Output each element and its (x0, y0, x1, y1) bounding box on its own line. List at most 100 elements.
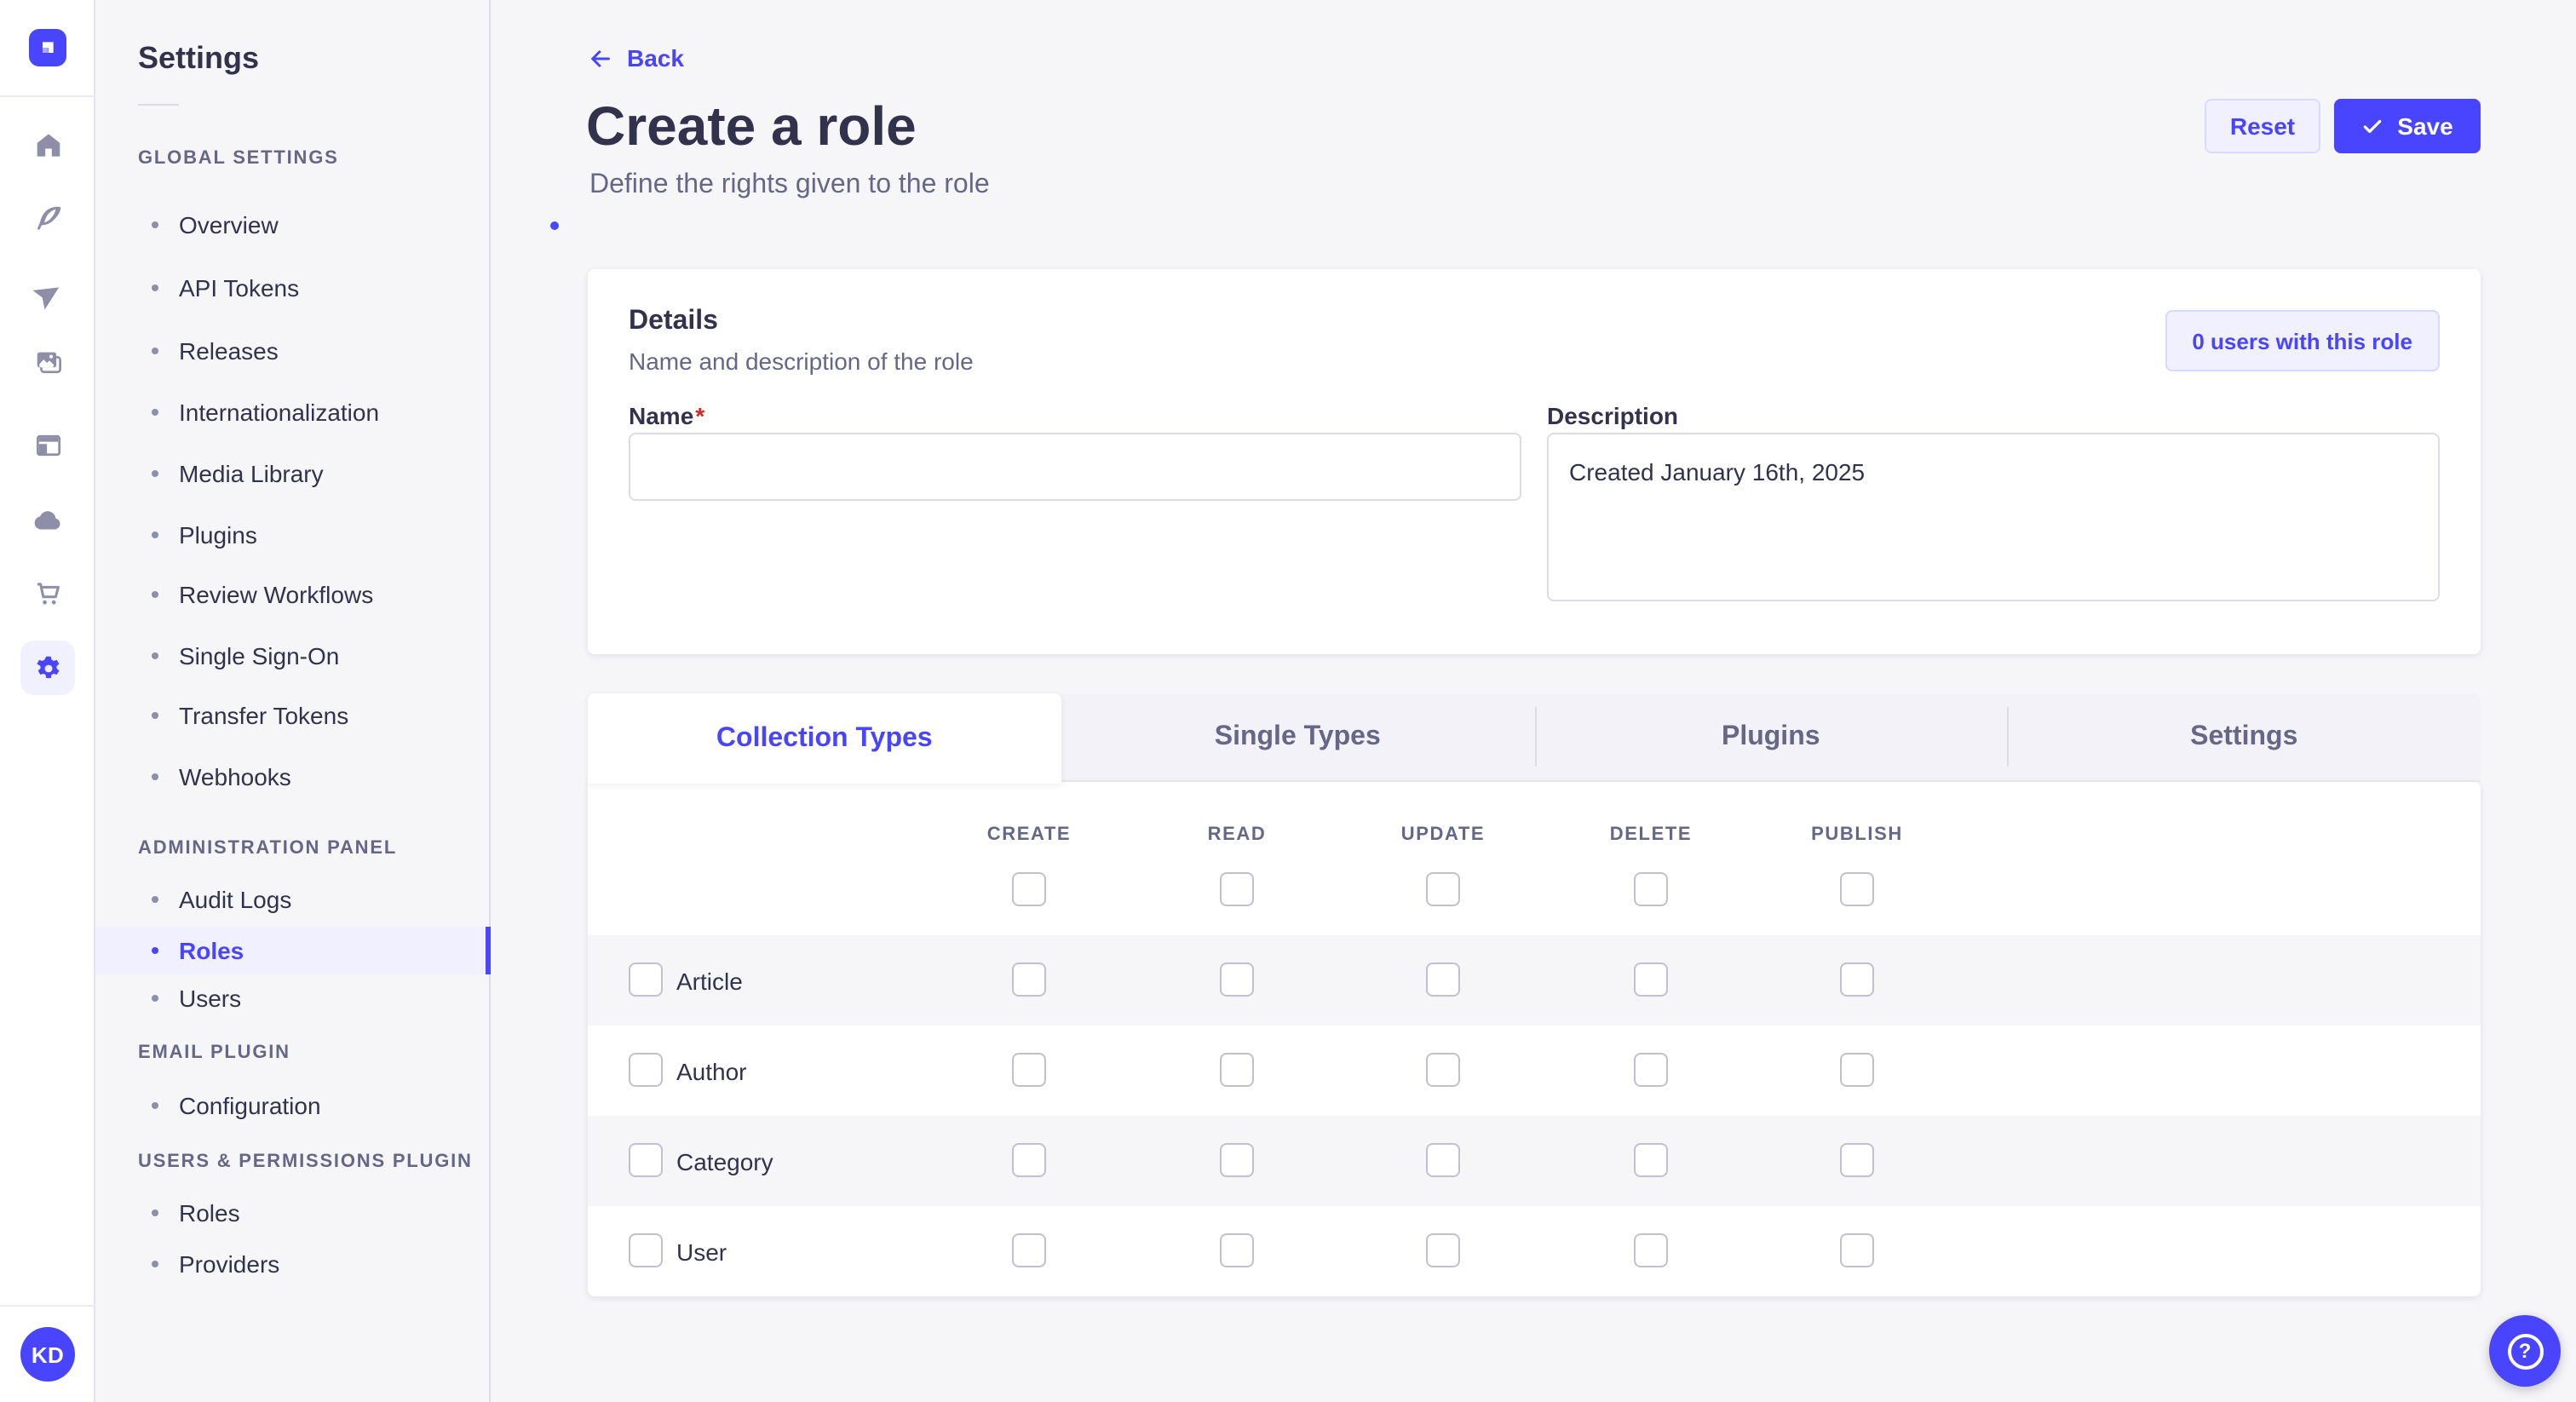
author-delete-checkbox[interactable] (1634, 1053, 1668, 1087)
sidebar-item-overview[interactable]: Overview (95, 201, 559, 249)
sidebar-item-audit-logs[interactable]: Audit Logs (95, 876, 491, 923)
sidebar-item-label: Users (179, 985, 242, 1012)
sidebar-item-label: Internationalization (179, 399, 380, 426)
user-delete-checkbox[interactable] (1634, 1233, 1668, 1267)
sidebar-title: Settings (138, 41, 260, 75)
category-delete-checkbox[interactable] (1634, 1143, 1668, 1177)
sidebar-item-roles-admin[interactable]: Roles (95, 927, 491, 974)
role-name-input[interactable] (629, 433, 1521, 501)
rail-content-manager-button[interactable] (20, 417, 75, 472)
select-all-read-checkbox[interactable] (1220, 872, 1254, 906)
tab-settings[interactable]: Settings (2007, 693, 2481, 780)
row-select-checkbox[interactable] (629, 1233, 663, 1267)
reset-button[interactable]: Reset (2205, 99, 2320, 153)
sidebar-item-review-workflows[interactable]: Review Workflows (95, 571, 491, 618)
bullet-icon (152, 284, 158, 291)
sidebar-item-configuration[interactable]: Configuration (95, 1082, 491, 1129)
layout-icon (35, 434, 60, 456)
author-update-checkbox[interactable] (1426, 1053, 1460, 1087)
sidebar-item-webhooks[interactable]: Webhooks (95, 753, 491, 801)
author-read-checkbox[interactable] (1220, 1053, 1254, 1087)
sidebar-item-plugins[interactable]: Plugins (95, 511, 491, 559)
bullet-icon (152, 591, 158, 598)
user-avatar[interactable]: KD (20, 1327, 75, 1382)
article-publish-checkbox[interactable] (1840, 962, 1874, 997)
bullet-icon (152, 409, 158, 416)
author-publish-checkbox[interactable] (1840, 1053, 1874, 1087)
permissions-section: Collection Types Single Types Plugins Se… (588, 693, 2481, 1296)
bullet-icon (152, 1210, 158, 1216)
help-button[interactable]: ? (2489, 1315, 2561, 1387)
bullet-icon (152, 712, 158, 719)
select-all-delete-checkbox[interactable] (1634, 872, 1668, 906)
article-create-checkbox[interactable] (1012, 962, 1046, 997)
name-label: Name * (629, 402, 704, 429)
users-with-role-badge[interactable]: 0 users with this role (2165, 310, 2440, 371)
rail-settings-button[interactable] (20, 641, 75, 695)
divider (138, 104, 179, 106)
rail-home-button[interactable] (20, 118, 75, 172)
select-all-publish-checkbox[interactable] (1840, 872, 1874, 906)
article-update-checkbox[interactable] (1426, 962, 1460, 997)
page-subtitle: Define the rights given to the role (589, 170, 990, 199)
sidebar-item-label: Releases (179, 337, 279, 365)
rail-cloud-button[interactable] (20, 492, 75, 547)
category-read-checkbox[interactable] (1220, 1143, 1254, 1177)
rail-releases-button[interactable] (20, 266, 75, 320)
bullet-icon (152, 1261, 158, 1267)
strapi-logo-icon (43, 42, 54, 53)
strapi-logo[interactable] (29, 29, 66, 66)
bullet-icon (152, 947, 158, 954)
sidebar-item-label: Roles (179, 1199, 240, 1227)
user-read-checkbox[interactable] (1220, 1233, 1254, 1267)
sidebar-item-internationalization[interactable]: Internationalization (95, 388, 491, 436)
user-update-checkbox[interactable] (1426, 1233, 1460, 1267)
sidebar-item-media-library[interactable]: Media Library (95, 450, 491, 497)
row-label: Category (676, 1147, 773, 1175)
row-label: Author (676, 1057, 747, 1084)
sidebar-item-label: Webhooks (179, 763, 291, 790)
sidebar-item-label: Plugins (179, 521, 257, 549)
rail-media-library-button[interactable] (20, 334, 75, 388)
sidebar-item-label: Review Workflows (179, 581, 374, 608)
sidebar-item-providers[interactable]: Providers (95, 1240, 491, 1288)
select-all-create-checkbox[interactable] (1012, 872, 1046, 906)
name-label-text: Name (629, 402, 694, 429)
sidebar-item-single-sign-on[interactable]: Single Sign-On (95, 632, 491, 680)
article-delete-checkbox[interactable] (1634, 962, 1668, 997)
tab-collection-types[interactable]: Collection Types (588, 693, 1061, 784)
tab-plugins[interactable]: Plugins (1534, 693, 2008, 780)
row-select-checkbox[interactable] (629, 962, 663, 997)
column-header-create: CREATE (986, 825, 1072, 845)
user-publish-checkbox[interactable] (1840, 1233, 1874, 1267)
save-button[interactable]: Save (2334, 99, 2481, 153)
tab-single-types[interactable]: Single Types (1214, 721, 1381, 750)
user-create-checkbox[interactable] (1012, 1233, 1046, 1267)
article-read-checkbox[interactable] (1220, 962, 1254, 997)
gear-icon (36, 655, 59, 678)
sidebar-item-label: API Tokens (179, 274, 300, 302)
row-select-checkbox[interactable] (629, 1053, 663, 1087)
rail-content-builder-button[interactable] (20, 191, 75, 245)
sidebar-item-users[interactable]: Users (95, 974, 491, 1022)
settings-sidebar: Settings GLOBAL SETTINGS Overview API To… (95, 0, 559, 1402)
sidebar-item-releases[interactable]: Releases (95, 327, 491, 375)
row-select-checkbox[interactable] (629, 1143, 663, 1177)
sidebar-item-roles-up[interactable]: Roles (95, 1189, 491, 1237)
rail-marketplace-button[interactable] (20, 566, 75, 620)
paper-plane-icon (32, 286, 59, 309)
category-create-checkbox[interactable] (1012, 1143, 1046, 1177)
bullet-icon (152, 531, 158, 538)
author-create-checkbox[interactable] (1012, 1053, 1046, 1087)
sidebar-item-transfer-tokens[interactable]: Transfer Tokens (95, 692, 491, 739)
back-link[interactable]: Back (588, 44, 684, 72)
select-all-update-checkbox[interactable] (1426, 872, 1460, 906)
sidebar-item-api-tokens[interactable]: API Tokens (95, 264, 491, 312)
role-description-textarea[interactable]: Created January 16th, 2025 (1547, 433, 2440, 601)
column-header-read: READ (1207, 825, 1267, 845)
section-administration-panel: ADMINISTRATION PANEL (138, 838, 398, 859)
category-publish-checkbox[interactable] (1840, 1143, 1874, 1177)
category-update-checkbox[interactable] (1426, 1143, 1460, 1177)
notification-dot (550, 221, 559, 230)
